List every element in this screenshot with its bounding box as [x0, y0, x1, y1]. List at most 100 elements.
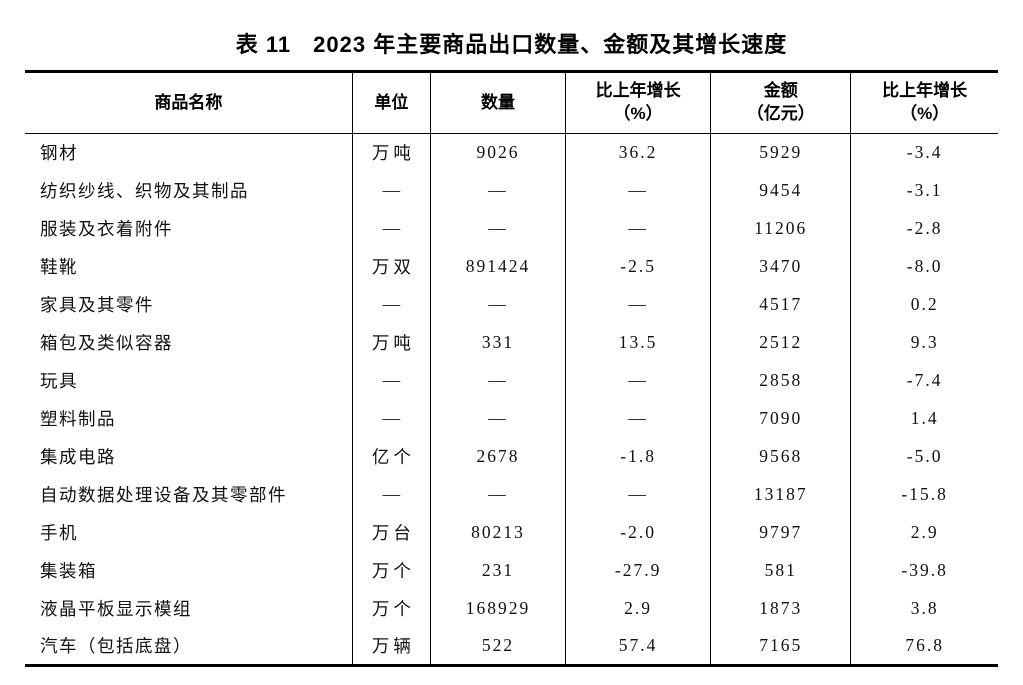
quantity-cell: 891424	[429, 247, 566, 286]
quantity-growth-cell: —	[565, 171, 711, 210]
header-amount: 金额 （亿元）	[710, 71, 851, 134]
unit-cell: 万个	[351, 551, 431, 590]
amount-cell: 2858	[710, 361, 851, 400]
table-title: 表 11 2023 年主要商品出口数量、金额及其增长速度	[0, 0, 1023, 59]
commodity-name-cell: 玩具	[40, 371, 78, 391]
quantity-cell: —	[429, 361, 566, 400]
amount-growth-cell: -2.8	[850, 209, 998, 248]
amount-cell: 9568	[710, 437, 851, 476]
unit-cell: —	[351, 285, 431, 324]
unit-cell: —	[351, 171, 431, 210]
amount-growth-cell: 0.2	[850, 285, 998, 324]
quantity-growth-cell: -2.0	[565, 513, 711, 552]
amount-growth-cell: -7.4	[850, 361, 998, 400]
table-row: 汽车（包括底盘） 万辆 522 57.4 7165 76.8	[25, 627, 998, 666]
commodity-name-cell: 集成电路	[40, 447, 116, 467]
table-row: 液晶平板显示模组 万个 168929 2.9 1873 3.8	[25, 589, 998, 628]
quantity-cell: 231	[429, 551, 566, 590]
commodity-name-cell: 鞋靴	[40, 257, 78, 277]
quantity-growth-cell: -2.5	[565, 247, 711, 286]
amount-growth-cell: -8.0	[850, 247, 998, 286]
amount-cell: 9454	[710, 171, 851, 210]
amount-growth-cell: -3.4	[850, 133, 998, 172]
commodity-name-cell: 液晶平板显示模组	[40, 599, 192, 619]
unit-cell: 万个	[351, 589, 431, 628]
commodity-name-cell: 手机	[40, 523, 78, 543]
unit-cell: 万吨	[351, 323, 431, 362]
table-row: 服装及衣着附件 — — —11206 -2.8	[25, 209, 998, 248]
table-row: 鞋靴 万双 891424 -2.5 3470 -8.0	[25, 247, 998, 286]
quantity-cell: 9026	[429, 133, 566, 172]
quantity-growth-cell: 57.4	[565, 627, 711, 666]
table-number: 表 11	[235, 32, 292, 57]
commodity-name-cell: 塑料制品	[40, 409, 116, 429]
amount-cell: 5929	[710, 133, 851, 172]
header-label: 数量	[480, 92, 515, 112]
table-row: 玩具 — — —2858 -7.4	[25, 361, 998, 400]
unit-cell: 万台	[351, 513, 431, 552]
unit-cell: 亿个	[351, 437, 431, 476]
quantity-growth-cell: 13.5	[565, 323, 711, 362]
amount-growth-cell: 9.3	[850, 323, 998, 362]
amount-cell: 3470	[710, 247, 851, 286]
quantity-growth-cell: 36.2	[565, 133, 711, 172]
table-row: 集成电路 亿个 2678 -1.8 9568 -5.0	[25, 437, 998, 476]
quantity-cell: 2678	[429, 437, 566, 476]
amount-cell: 7090	[710, 399, 851, 438]
table-row: 纺织纱线、织物及其制品 — — —9454 -3.1	[25, 171, 998, 210]
amount-growth-cell: -3.1	[850, 171, 998, 210]
quantity-cell: 168929	[429, 589, 566, 628]
header-sublabel: （%）	[900, 104, 950, 123]
quantity-growth-cell: —	[565, 475, 711, 514]
quantity-growth-cell: —	[565, 399, 711, 438]
amount-cell: 9797	[710, 513, 851, 552]
quantity-cell: —	[429, 209, 566, 248]
commodity-name-cell: 自动数据处理设备及其零部件	[40, 485, 287, 505]
commodity-name-cell: 家具及其零件	[40, 295, 154, 315]
table-row: 自动数据处理设备及其零部件 — — —13187 -15.8	[25, 475, 998, 514]
amount-growth-cell: -5.0	[850, 437, 998, 476]
table-row: 塑料制品 — — —7090 1.4	[25, 399, 998, 438]
commodity-name-cell: 箱包及类似容器	[40, 333, 173, 353]
unit-cell: —	[351, 475, 431, 514]
quantity-cell: 80213	[429, 513, 566, 552]
header-amount-growth: 比上年增长 （%）	[850, 71, 998, 134]
table-body: 钢材 万吨 9026 36.2 5929 -3.4 纺织纱线、织物及其制品 — — —9454 -3…	[25, 133, 998, 666]
table-header-row: 商品名称 单位 数量 比上年增长 （%） 金额 （亿元）	[25, 71, 998, 134]
amount-cell: 13187	[710, 475, 851, 514]
table-row: 箱包及类似容器 万吨 331 13.5 2512 9.3	[25, 323, 998, 362]
table-row: 家具及其零件 — — —4517 0.2	[25, 285, 998, 324]
amount-growth-cell: -15.8	[850, 475, 998, 514]
amount-cell: 2512	[710, 323, 851, 362]
table-row: 手机 万台 80213 -2.0 9797 2.9	[25, 513, 998, 552]
header-unit: 单位	[351, 71, 431, 134]
amount-growth-cell: 76.8	[850, 627, 998, 666]
amount-cell: 1873	[710, 589, 851, 628]
commodity-name-cell: 钢材	[40, 143, 78, 164]
quantity-cell: —	[429, 171, 566, 210]
header-label: 比上年增长	[882, 81, 968, 101]
unit-cell: —	[351, 361, 431, 400]
unit-cell: —	[351, 399, 431, 438]
quantity-cell: 522	[429, 627, 566, 666]
header-commodity-name: 商品名称	[25, 71, 353, 134]
amount-growth-cell: 2.9	[850, 513, 998, 552]
amount-cell: 581	[710, 551, 851, 590]
unit-cell: —	[351, 209, 431, 248]
header-quantity-growth: 比上年增长 （%）	[565, 71, 711, 134]
commodity-name-cell: 集装箱	[40, 561, 97, 581]
unit-cell: 万吨	[351, 133, 431, 172]
quantity-growth-cell: —	[565, 361, 711, 400]
quantity-growth-cell: -1.8	[565, 437, 711, 476]
quantity-growth-cell: —	[565, 209, 711, 248]
unit-cell: 万双	[351, 247, 431, 286]
header-sublabel: （亿元）	[746, 104, 815, 123]
header-label: 比上年增长	[595, 81, 681, 101]
quantity-growth-cell: -27.9	[565, 551, 711, 590]
unit-cell: 万辆	[351, 627, 431, 666]
commodity-export-table: 商品名称 单位 数量 比上年增长 （%） 金额 （亿元）	[25, 70, 998, 667]
commodity-name-cell: 服装及衣着附件	[40, 219, 173, 239]
quantity-cell: —	[429, 475, 566, 514]
quantity-cell: —	[429, 399, 566, 438]
